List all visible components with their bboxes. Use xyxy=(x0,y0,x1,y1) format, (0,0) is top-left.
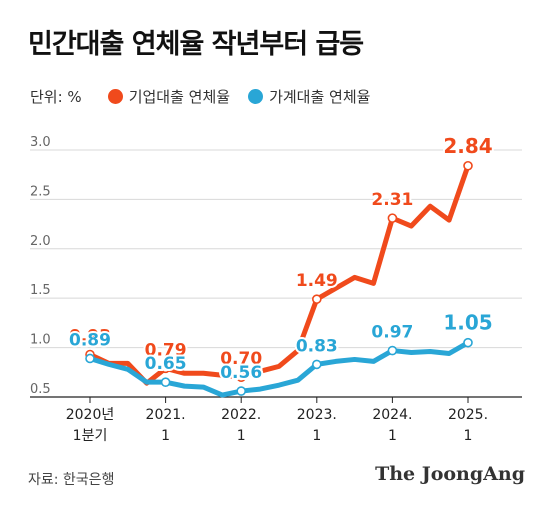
y-tick-label: 3.0 xyxy=(30,135,51,150)
x-tick-label: 1 xyxy=(161,428,170,444)
legend-label-household: 가계대출 연체율 xyxy=(269,88,371,106)
data-point-household xyxy=(160,377,171,387)
legend-label-corporate: 기업대출 연체율 xyxy=(128,88,231,106)
x-tick-label: 2023. xyxy=(297,407,337,423)
data-label-corporate: 0.70 xyxy=(220,349,262,369)
x-tick-label: 1 xyxy=(312,428,321,444)
data-label-household: 1.05 xyxy=(443,311,492,335)
data-point-corporate xyxy=(463,160,473,171)
data-point-household xyxy=(463,337,473,348)
data-label-corporate: 2.84 xyxy=(443,134,492,158)
legend-swatch-household xyxy=(248,89,264,104)
x-tick-label: 2024. xyxy=(372,407,412,423)
data-point-household xyxy=(236,386,246,396)
data-label-corporate: 1.49 xyxy=(296,271,338,291)
data-label-corporate: 0.93 xyxy=(69,327,111,347)
x-tick-label: 2021. xyxy=(146,407,186,423)
x-tick-label: 1 xyxy=(237,428,246,444)
brand-logo: The JoongAng xyxy=(375,463,525,485)
data-point-corporate xyxy=(311,294,322,304)
data-label-corporate: 2.31 xyxy=(371,190,413,210)
x-tick-label: 2022. xyxy=(221,407,261,423)
source-note: 자료: 한국은행 xyxy=(28,472,115,488)
chart-title: 민간대출 연체율 작년부터 급등 xyxy=(28,29,364,60)
data-point-household xyxy=(311,359,322,370)
legend-item-household: 가계대출 연체율 xyxy=(248,86,370,107)
data-point-corporate xyxy=(160,363,171,374)
data-label-household: 0.56 xyxy=(220,363,262,383)
x-tick-label: 2025. xyxy=(448,407,488,423)
series-line-corporate xyxy=(87,163,471,386)
x-tick-label: 2020년 xyxy=(66,407,115,423)
unit-label: 단위: % xyxy=(30,88,82,106)
data-point-corporate xyxy=(236,372,246,383)
y-tick-label: 1.0 xyxy=(30,333,51,348)
x-tick-label: 1 xyxy=(464,428,473,444)
data-label-household: 0.65 xyxy=(145,354,187,374)
series-line-household xyxy=(87,340,471,398)
data-label-household: 0.89 xyxy=(69,330,111,350)
y-tick-label: 2.0 xyxy=(30,234,51,249)
data-point-household xyxy=(85,353,95,364)
y-tick-label: 0.5 xyxy=(30,382,51,397)
y-tick-label: 2.5 xyxy=(30,184,51,199)
legend-swatch-corporate xyxy=(107,89,123,104)
data-point-corporate xyxy=(387,213,398,223)
y-tick-label: 1.5 xyxy=(30,283,51,298)
data-label-corporate: 0.79 xyxy=(145,340,187,360)
legend: 단위: % 기업대출 연체율 가계대출 연체율 xyxy=(30,86,388,107)
x-tick-label: 1분기 xyxy=(73,428,108,444)
data-point-household xyxy=(387,345,398,356)
x-tick-label: 1 xyxy=(388,428,397,444)
data-label-household: 0.83 xyxy=(296,336,338,356)
data-label-household: 0.97 xyxy=(371,323,413,343)
legend-item-corporate: 기업대출 연체율 xyxy=(107,86,231,107)
